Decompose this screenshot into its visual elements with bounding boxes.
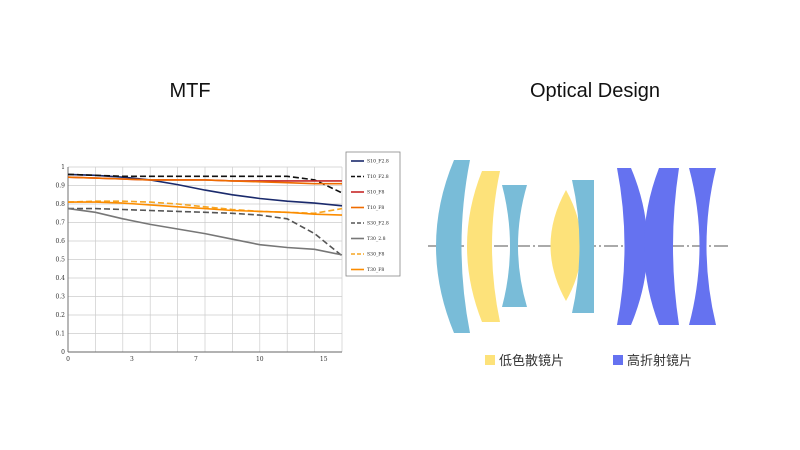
legend-swatch-low-dispersion — [485, 355, 495, 365]
series-line-t10-f2-8 — [67, 173, 343, 194]
lens-diagram: 低色散镜片 高折射镜片 — [428, 160, 730, 369]
series-line-s30-f2-8 — [68, 207, 343, 257]
mtf-chart: 00.10.20.30.40.50.60.70.80.910 3 7 10 15 S10… — [55, 151, 401, 363]
legend-label: T30_2.8 — [367, 236, 386, 242]
legend-label: T10_F2.8 — [367, 174, 389, 180]
legend-label-low-dispersion: 低色散镜片 — [499, 353, 564, 369]
y-tick-label: 0 — [61, 349, 65, 356]
series-line-t10-f8 — [67, 176, 342, 185]
chart-grid — [67, 166, 343, 353]
legend-swatch-high-refraction — [613, 355, 623, 365]
chart-legend — [345, 151, 401, 277]
x-tick-label: 7 — [194, 356, 198, 363]
y-tick-label: 0.6 — [55, 238, 65, 245]
y-tick-label: 0.2 — [55, 312, 65, 319]
x-tick-label: 3 — [130, 356, 134, 363]
chart-lines — [67, 173, 343, 257]
legend-label: S30_F2.8 — [367, 221, 389, 227]
lens-element-5 — [572, 180, 594, 313]
y-tick-label: 0.8 — [55, 201, 65, 208]
y-tick-label: 0.4 — [55, 275, 65, 282]
y-tick-label: 0.3 — [55, 294, 65, 301]
lens-element-2-low-dispersion — [467, 171, 500, 322]
legend-label-high-refraction: 高折射镜片 — [627, 353, 692, 369]
optical-design-title: Optical Design — [529, 80, 661, 102]
y-tick-label: 0.5 — [55, 257, 65, 264]
lens-element-6-high-refraction — [617, 168, 648, 325]
y-tick-label: 0.9 — [55, 183, 65, 190]
y-tick-label: 0.7 — [55, 220, 65, 227]
chart-ticks: 00.10.20.30.40.50.60.70.80.910 3 7 10 15 — [55, 164, 327, 363]
legend-label: S10_F8 — [367, 190, 384, 196]
lens-element-1 — [436, 160, 470, 333]
y-tick-label: 0.1 — [55, 331, 65, 338]
lens-element-7-high-refraction — [644, 168, 679, 325]
legend-label: T30_F8 — [367, 267, 384, 273]
x-tick-label: 0 — [66, 356, 70, 363]
lens-element-8-high-refraction — [689, 168, 716, 325]
lens-element-3 — [502, 185, 527, 307]
legend-label: S30_F8 — [367, 252, 384, 258]
mtf-title: MTF — [169, 80, 211, 102]
series-line-t30-2-8 — [67, 207, 343, 256]
chart-legend-entries: S10_F2.8 T10_F2.8 S10_F8 T10_F8 S30_F2.8 T30_… — [351, 159, 389, 273]
x-tick-label: 10 — [256, 356, 264, 363]
x-tick-label: 15 — [320, 356, 328, 363]
series-line-t30-f8 — [68, 201, 343, 216]
legend-label: S10_F2.8 — [367, 159, 389, 165]
y-tick-label: 1 — [61, 164, 65, 171]
legend-label: T10_F8 — [367, 205, 384, 211]
lens-element-4-low-dispersion — [550, 190, 582, 301]
